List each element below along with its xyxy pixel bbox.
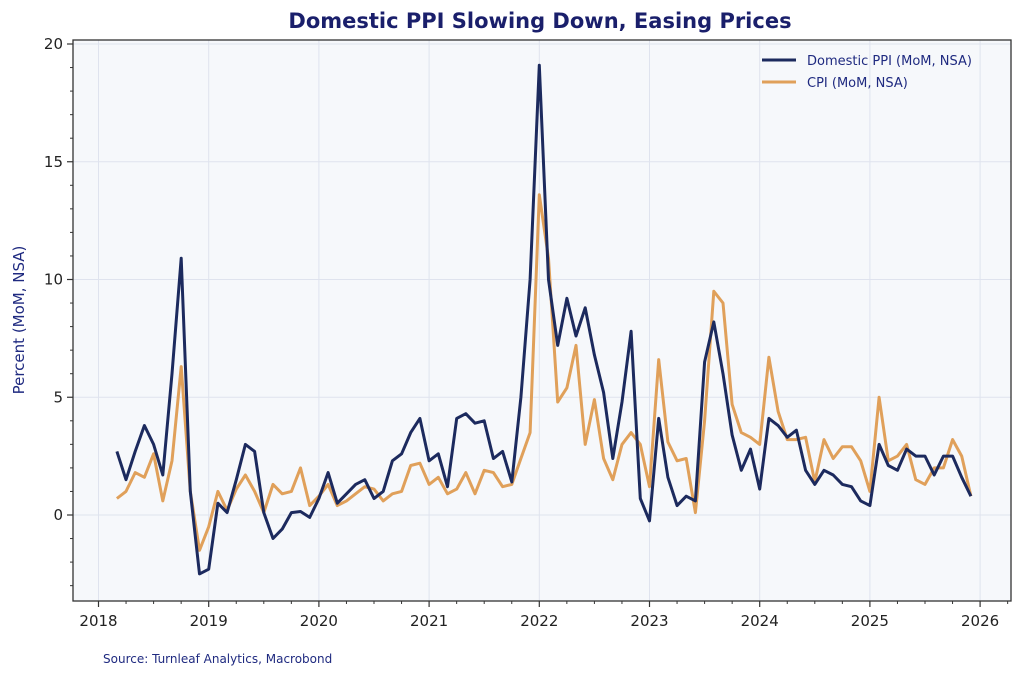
series-lines — [115, 63, 973, 576]
legend-label-ppi: Domestic PPI (MoM, NSA) — [807, 54, 972, 69]
x-tick-label: 2022 — [520, 612, 558, 630]
series-line-cpi — [115, 193, 973, 552]
y-tick-label: 15 — [44, 153, 63, 171]
source-note: Source: Turnleaf Analytics, Macrobond — [103, 652, 332, 666]
x-tick-label: 2020 — [300, 612, 338, 630]
y-tick-label: 10 — [44, 271, 63, 289]
legend: Domestic PPI (MoM, NSA) CPI (MoM, NSA) — [762, 54, 972, 91]
y-tick-label: 0 — [53, 506, 63, 524]
y-tick-label: 20 — [44, 35, 63, 53]
x-tick-label: 2018 — [79, 612, 117, 630]
legend-label-cpi: CPI (MoM, NSA) — [807, 76, 908, 91]
series-line-domestic-ppi — [115, 63, 973, 576]
chart-title: Domestic PPI Slowing Down, Easing Prices — [288, 9, 791, 33]
x-tick-label: 2023 — [630, 612, 668, 630]
x-tick-label: 2025 — [851, 612, 889, 630]
x-tick-label: 2026 — [961, 612, 999, 630]
x-tick-label: 2019 — [190, 612, 228, 630]
y-axis-label: Percent (MoM, NSA) — [10, 246, 28, 395]
plot-frame — [72, 39, 1012, 602]
x-tick-label: 2024 — [741, 612, 779, 630]
y-axis: 0 5 10 15 20 — [44, 35, 73, 587]
x-axis: 2018 2019 2020 2021 2022 2023 2024 2025 2026 — [79, 601, 1009, 630]
y-tick-label: 5 — [53, 388, 63, 406]
x-tick-label: 2021 — [410, 612, 448, 630]
